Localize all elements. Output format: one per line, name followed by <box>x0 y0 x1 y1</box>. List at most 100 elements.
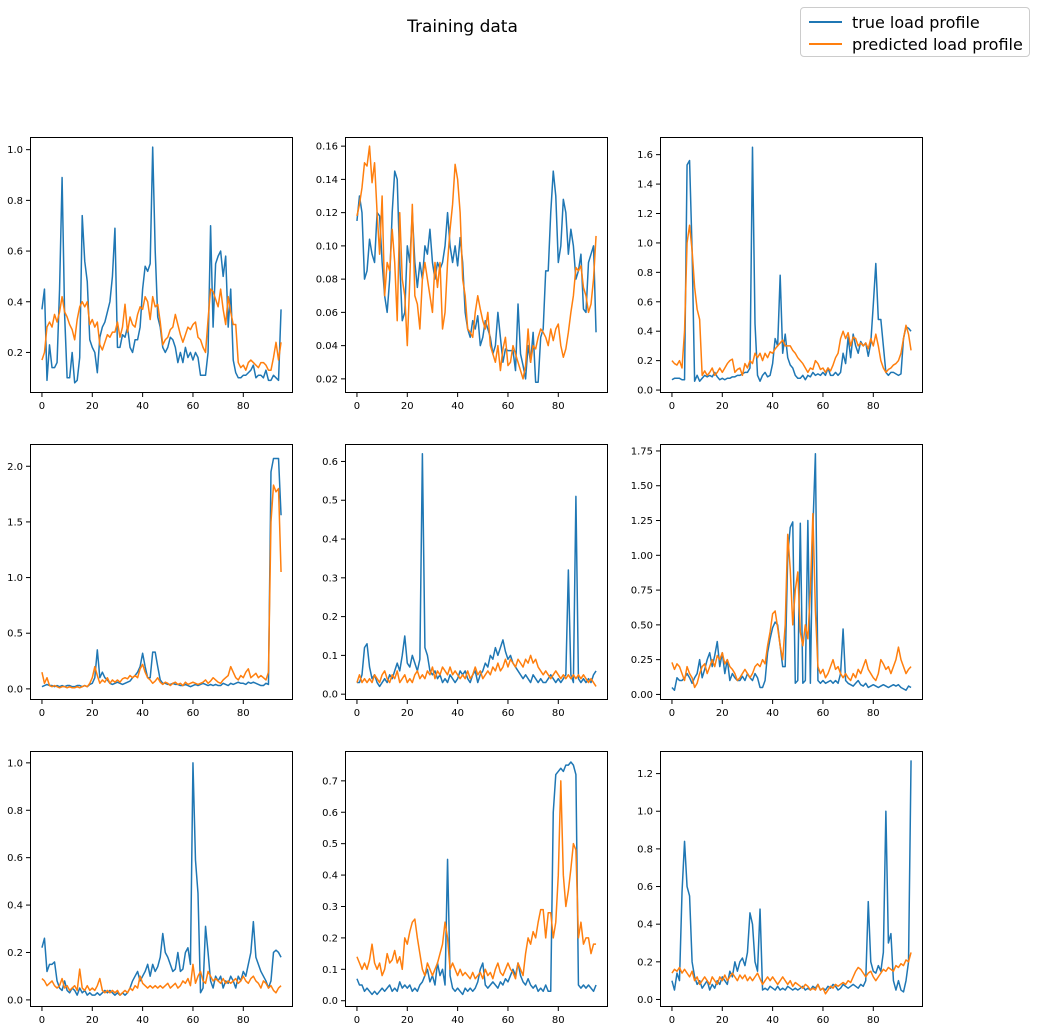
x-tick-label: 40 <box>451 708 464 719</box>
y-tick-label: 1.00 <box>631 551 653 562</box>
x-tick-label: 20 <box>86 1015 99 1026</box>
legend-label-predicted: predicted load profile <box>852 34 1023 54</box>
x-tick-label: 60 <box>817 1015 830 1026</box>
y-tick-label: 0.3 <box>322 573 338 584</box>
x-tick-label: 60 <box>502 401 515 412</box>
y-tick-label: 0.04 <box>316 341 338 352</box>
axes-frame <box>660 137 923 393</box>
x-tick-label: 0 <box>39 401 45 412</box>
y-tick-label: 0.2 <box>7 948 23 959</box>
axes-frame <box>660 751 923 1007</box>
x-tick-label: 20 <box>716 708 729 719</box>
y-tick-label: 0.4 <box>7 901 23 912</box>
y-tick-label: 0.5 <box>7 629 23 640</box>
x-tick-label: 80 <box>867 401 880 412</box>
series-true-line <box>671 146 912 382</box>
x-tick-label: 40 <box>766 401 779 412</box>
x-tick-label: 80 <box>552 708 565 719</box>
x-tick-label: 0 <box>354 401 360 412</box>
y-tick-label: 0.8 <box>7 196 23 207</box>
y-tick-label: 0.2 <box>322 933 338 944</box>
y-tick-label: 0.2 <box>637 957 653 968</box>
y-tick-label: 1.6 <box>637 150 653 161</box>
x-tick-label: 20 <box>86 401 99 412</box>
axes-frame <box>660 444 923 700</box>
y-tick-label: 0.4 <box>322 535 338 546</box>
axes-frame <box>30 137 293 393</box>
series-predicted-line <box>356 145 597 380</box>
x-tick-label: 60 <box>187 1015 200 1026</box>
y-tick-label: 0.6 <box>7 247 23 258</box>
y-tick-label: 1.4 <box>637 180 653 191</box>
axes-frame <box>345 137 608 393</box>
y-tick-label: 0.4 <box>637 920 653 931</box>
subplot-6: 0 20 40 60 80 0.00 0.25 0.50 0.75 1.00 1.25 1.50 1.7… <box>631 444 923 719</box>
y-tick-label: 0.0 <box>7 995 23 1006</box>
x-tick-label: 80 <box>237 708 250 719</box>
axes-frame <box>30 751 293 1007</box>
y-tick-label: 0.2 <box>637 356 653 367</box>
y-tick-label: 0.6 <box>637 882 653 893</box>
y-tick-label: 0.6 <box>7 853 23 864</box>
y-tick-label: 0.0 <box>637 386 653 397</box>
y-tick-label: 1.2 <box>637 769 653 780</box>
y-tick-label: 1.5 <box>7 517 23 528</box>
y-tick-label: 0.5 <box>322 839 338 850</box>
y-tick-label: 1.0 <box>637 807 653 818</box>
y-tick-label: 1.50 <box>631 481 653 492</box>
x-tick-label: 60 <box>502 708 515 719</box>
y-tick-label: 1.0 <box>7 573 23 584</box>
series-true-line <box>41 457 282 688</box>
x-tick-label: 40 <box>766 708 779 719</box>
y-tick-label: 0.6 <box>322 808 338 819</box>
series-true-line <box>41 762 282 996</box>
series-predicted-line <box>356 780 597 980</box>
subplot-4: 0 20 40 60 80 0.0 0.5 1.0 1.5 2.0 <box>7 444 293 719</box>
y-tick-label: 2.0 <box>7 462 23 473</box>
x-tick-label: 20 <box>401 1015 414 1026</box>
y-tick-label: 0.25 <box>631 655 653 666</box>
x-tick-label: 40 <box>136 708 149 719</box>
y-tick-label: 0.16 <box>316 142 338 153</box>
y-tick-label: 0.8 <box>637 268 653 279</box>
y-tick-label: 0.0 <box>322 690 338 701</box>
y-tick-label: 0.8 <box>637 844 653 855</box>
x-tick-label: 0 <box>354 1015 360 1026</box>
x-tick-label: 20 <box>401 401 414 412</box>
y-tick-label: 1.0 <box>7 145 23 156</box>
x-tick-label: 60 <box>817 401 830 412</box>
series-true-line <box>671 452 912 692</box>
y-tick-label: 1.2 <box>637 209 653 220</box>
figure-title: Training data <box>407 17 518 37</box>
series-predicted-line <box>671 512 912 689</box>
x-tick-label: 40 <box>451 401 464 412</box>
y-tick-label: 0.50 <box>631 620 653 631</box>
x-tick-label: 80 <box>552 1015 565 1026</box>
series-true-line <box>356 452 597 688</box>
y-tick-label: 0.0 <box>322 996 338 1007</box>
y-tick-label: 0.8 <box>7 806 23 817</box>
x-tick-label: 40 <box>766 1015 779 1026</box>
series-predicted-line <box>41 963 282 996</box>
subplot-9: 0 20 40 60 80 0.0 0.2 0.4 0.6 0.8 1.0 1.2 <box>637 751 923 1026</box>
series-predicted-line <box>356 654 597 687</box>
y-tick-label: 0.10 <box>316 241 338 252</box>
legend-label-true: true load profile <box>852 12 980 32</box>
x-tick-label: 0 <box>354 708 360 719</box>
x-tick-label: 0 <box>39 1015 45 1026</box>
x-tick-label: 60 <box>502 1015 515 1026</box>
subplot-1: 0 20 40 60 80 0.2 0.4 0.6 0.8 1.0 <box>7 137 293 412</box>
subplot-3: 0 20 40 60 80 0.0 0.2 0.4 0.6 0.8 1.0 1.2 1.4 1.6 <box>637 137 923 412</box>
y-tick-label: 1.25 <box>631 516 653 527</box>
y-tick-label: 1.0 <box>7 758 23 769</box>
y-tick-label: 0.08 <box>316 275 338 286</box>
series-predicted-line <box>41 484 282 689</box>
legend-item-true: true load profile <box>809 11 980 33</box>
x-tick-label: 60 <box>187 708 200 719</box>
x-tick-label: 40 <box>136 1015 149 1026</box>
y-tick-label: 0.4 <box>322 871 338 882</box>
legend: true load profile predicted load profile <box>800 7 1030 57</box>
subplot-7: 0 20 40 60 80 0.0 0.2 0.4 0.6 0.8 1.0 <box>7 751 293 1026</box>
y-tick-label: 0.1 <box>322 651 338 662</box>
